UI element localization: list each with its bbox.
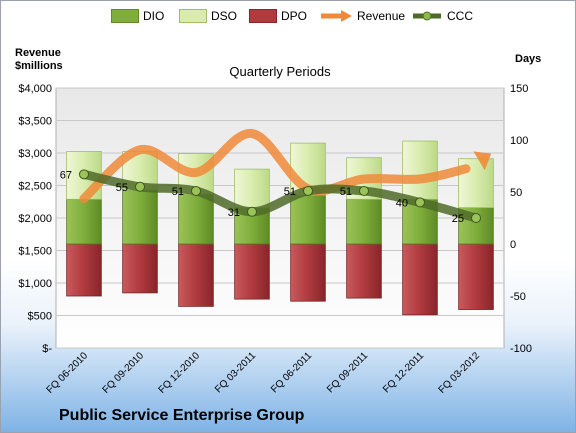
ccc-data-label: 51 bbox=[172, 186, 184, 198]
legend: DIO DSO DPO Revenue CCC bbox=[111, 9, 511, 27]
category-label: FQ 12-2011 bbox=[381, 350, 426, 395]
bar-dio bbox=[122, 189, 158, 245]
bar-dso bbox=[234, 168, 270, 208]
right-tick-label: 150 bbox=[510, 83, 528, 95]
revenue-line bbox=[79, 129, 471, 203]
right-tick-label: 0 bbox=[510, 239, 516, 251]
company-name: Public Service Enterprise Group bbox=[59, 407, 305, 424]
right-tick-label: 100 bbox=[510, 135, 528, 147]
legend-swatch-dpo bbox=[249, 9, 277, 23]
legend-label-dpo: DPO bbox=[281, 9, 308, 23]
left-tick-label: $1,000 bbox=[18, 278, 52, 290]
right-tick-label: -50 bbox=[510, 291, 526, 303]
bar-dpo bbox=[178, 243, 214, 307]
ccc-data-label: 31 bbox=[228, 207, 240, 219]
ccc-data-label: 51 bbox=[340, 186, 352, 198]
legend-label-ccc: CCC bbox=[447, 9, 473, 23]
ccc-line-icon bbox=[413, 11, 441, 21]
right-axis-label: Days bbox=[515, 53, 542, 65]
chart-title: Quarterly Periods bbox=[229, 64, 331, 79]
ccc-data-label: 25 bbox=[452, 213, 464, 225]
legend-label-revenue: Revenue bbox=[357, 9, 406, 23]
left-tick-label: $2,500 bbox=[18, 181, 52, 193]
ccc-point bbox=[191, 185, 201, 196]
category-label: FQ 06-2010 bbox=[45, 350, 91, 396]
left-tick-label: $- bbox=[42, 343, 52, 355]
ccc-point bbox=[359, 185, 369, 196]
legend-item-ccc: CCC bbox=[411, 9, 473, 23]
bar-dio bbox=[290, 194, 326, 245]
category-label: FQ 03-2012 bbox=[437, 350, 483, 396]
left-tick-label: $3,500 bbox=[18, 116, 52, 128]
legend-item-dpo: DPO bbox=[249, 9, 307, 23]
left-tick-label: $4,000 bbox=[18, 83, 52, 95]
ccc-point bbox=[303, 185, 313, 196]
ccc-data-label: 40 bbox=[396, 197, 408, 209]
right-tick-label: 50 bbox=[510, 187, 522, 199]
category-label: FQ 12-2010 bbox=[157, 350, 203, 396]
category-label: FQ 03-2011 bbox=[213, 350, 258, 395]
legend-swatch-dio bbox=[111, 9, 139, 23]
ccc-data-label: 51 bbox=[284, 186, 296, 198]
ccc-data-label: 55 bbox=[116, 182, 128, 194]
left-tick-label: $1,500 bbox=[18, 246, 52, 258]
bar-dso bbox=[402, 140, 438, 200]
bar-dpo bbox=[458, 243, 494, 310]
left-tick-label: $3,000 bbox=[18, 148, 52, 160]
ccc-point bbox=[471, 213, 481, 223]
bar-dio bbox=[178, 193, 214, 245]
bar-dpo bbox=[234, 243, 270, 300]
left-axis-label: Revenue $millions bbox=[15, 47, 63, 72]
legend-item-revenue: Revenue bbox=[319, 9, 405, 23]
ccc-point bbox=[79, 169, 89, 180]
left-tick-label: $2,000 bbox=[18, 213, 52, 225]
category-label: FQ 09-2011 bbox=[325, 350, 370, 395]
revenue-arrowhead bbox=[473, 151, 492, 171]
bar-dpo bbox=[402, 243, 438, 316]
legend-swatch-dso bbox=[179, 9, 207, 23]
ccc-point bbox=[247, 206, 257, 217]
bar-dpo bbox=[66, 243, 102, 297]
left-tick-label: $500 bbox=[28, 311, 52, 323]
category-label: FQ 09-2010 bbox=[101, 350, 147, 396]
revenue-arrow-icon bbox=[321, 10, 352, 22]
bar-dpo bbox=[346, 243, 382, 299]
legend-label-dso: DSO bbox=[211, 9, 238, 23]
legend-label-dio: DIO bbox=[143, 9, 165, 23]
bar-dio bbox=[346, 198, 382, 245]
bar-dpo bbox=[290, 243, 326, 302]
right-tick-label: -100 bbox=[510, 343, 532, 355]
ccc-point bbox=[135, 181, 145, 192]
bar-dpo bbox=[122, 243, 158, 294]
ccc-data-label: 67 bbox=[60, 169, 72, 181]
legend-item-dio: DIO bbox=[111, 9, 164, 23]
ccc-point bbox=[415, 197, 425, 208]
legend-item-dso: DSO bbox=[179, 9, 237, 23]
category-label: FQ 06-2011 bbox=[269, 350, 314, 395]
bar-dio bbox=[66, 198, 102, 245]
